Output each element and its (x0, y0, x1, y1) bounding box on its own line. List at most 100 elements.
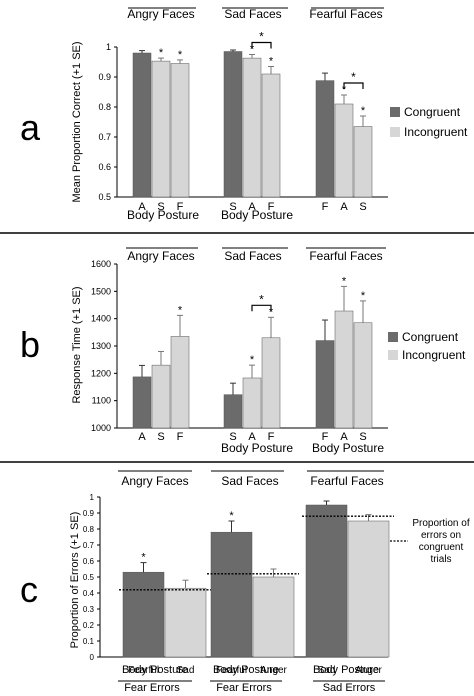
panel-a-xlabel-0: Body Posture (127, 208, 199, 222)
panel-a-title-0-group: Angry Faces (127, 7, 194, 21)
y-tick-label: 0.5 (98, 192, 111, 202)
bar (164, 587, 207, 658)
category-label: F (268, 431, 275, 443)
category-label: A (340, 201, 348, 213)
y-tick-label: 0.8 (83, 525, 95, 534)
category-label: Fearful (216, 665, 247, 676)
panel-c-title-2: Fearful Faces (310, 474, 383, 488)
panel-c-error-label-1: Fear Errors (216, 682, 272, 694)
category-label: Sad (318, 665, 336, 676)
bar (242, 57, 262, 198)
bar (334, 103, 354, 198)
category-label: F (268, 201, 275, 213)
panel-a: a Mean Proportion Correct (+1 SE) Angry … (20, 7, 468, 222)
category-label: A (340, 431, 348, 443)
comparison-asterisk: * (259, 30, 264, 44)
panel-c: c Proportion of Errors (+1 SE) Angry Fac… (20, 474, 470, 694)
category-label: Anger (355, 665, 382, 676)
category-label: Anger (260, 665, 287, 676)
y-tick-label: 0.7 (98, 132, 111, 142)
panel-b: b Response Time (+1 SE) Angry Faces Sad … (20, 249, 466, 455)
panel-c-ylabel: Proportion of Errors (+1 SE) (69, 512, 81, 649)
significance-asterisk: * (342, 275, 347, 287)
panel-c-title-0: Angry Faces (121, 474, 188, 488)
comparison-bracket (251, 41, 272, 49)
panel-b-title-1: Sad Faces (224, 249, 281, 263)
panel-b-ylabel: Response Time (+1 SE) (71, 286, 83, 403)
bar (151, 364, 171, 429)
y-tick-label: 0.3 (83, 605, 95, 614)
bar (242, 377, 262, 429)
panel-a-ylabel: Mean Proportion Correct (+1 SE) (71, 41, 83, 202)
panel-b-xlabel-1: Body Posture (221, 441, 293, 455)
category-label: Sad (177, 665, 195, 676)
y-tick-label: 0.2 (83, 621, 95, 630)
comparison-asterisk: * (351, 70, 356, 84)
panel-b-legend: Congruent Incongruent (388, 330, 466, 362)
y-tick-label: 0.7 (83, 541, 95, 550)
panel-a-label: a (20, 107, 41, 148)
category-label: F (177, 431, 184, 443)
significance-asterisk: * (250, 354, 255, 366)
y-tick-label: 1500 (91, 286, 111, 296)
significance-asterisk: * (229, 510, 234, 522)
y-tick-label: 0.9 (83, 509, 95, 518)
panel-a-xlabel-1: Body Posture (221, 208, 293, 222)
y-tick-label: 1200 (91, 368, 111, 378)
legend-c-note-line-3: trials (430, 554, 451, 565)
y-tick-label: 0 (90, 653, 95, 662)
significance-asterisk: * (269, 56, 274, 68)
panel-c-xlabel-0: Body Posture (122, 664, 188, 676)
comparison-bracket (251, 304, 272, 312)
y-tick-label: 0.5 (83, 573, 95, 582)
bar (122, 571, 165, 658)
significance-asterisk: * (361, 105, 366, 117)
panel-b-xlabel-2: Body Posture (312, 441, 384, 455)
bar (223, 394, 243, 429)
bar (315, 340, 335, 429)
y-tick-label: 1100 (92, 396, 111, 406)
y-tick-label: 1600 (91, 259, 111, 269)
category-label: S (359, 201, 366, 213)
panel-c-error-label-2: Sad Errors (323, 682, 376, 694)
panel-c-xlabel-1: Body Posture (213, 664, 279, 676)
significance-asterisk: * (178, 304, 183, 316)
bar (334, 310, 354, 429)
significance-asterisk: * (141, 552, 146, 564)
y-tick-label: 0.9 (98, 72, 111, 82)
category-label: A (138, 201, 146, 213)
significance-asterisk: * (269, 306, 274, 318)
legend-a-incongruent-swatch (390, 127, 400, 137)
significance-asterisk: * (178, 49, 183, 61)
legend-b-congruent-swatch (388, 332, 398, 342)
legend-c-note-line-2: congruent (419, 542, 464, 553)
bar (151, 60, 171, 198)
chart-marks: 0.5 0.6 0.7 0.8 0.9 1 A * S * F S * A * F * F * A * S * 1000 110… (83, 7, 394, 682)
bar (252, 576, 295, 658)
panel-b-title-2: Fearful Faces (309, 249, 382, 263)
bar (132, 52, 152, 198)
bar (315, 80, 335, 198)
category-label: A (248, 431, 256, 443)
bar (170, 336, 190, 429)
y-tick-label: 1 (106, 42, 111, 52)
panel-c-title-1: Sad Faces (221, 474, 278, 488)
significance-asterisk: * (250, 44, 255, 56)
bar (223, 51, 243, 198)
panel-a-title-2: Fearful Faces (309, 7, 382, 21)
comparison-bracket (343, 82, 364, 89)
panel-c-label: c (20, 569, 38, 610)
comparison-asterisk: * (259, 292, 264, 306)
legend-a-congruent-swatch (390, 107, 400, 117)
legend-a-incongruent-label: Incongruent (404, 125, 468, 139)
category-label: F (322, 431, 329, 443)
y-tick-label: 1400 (91, 314, 111, 324)
bar (347, 520, 390, 658)
category-label: Fearful (128, 665, 159, 676)
category-label: S (359, 431, 366, 443)
panel-a-title-0: Angry Faces (127, 7, 194, 21)
panel-c-error-label-0: Fear Errors (124, 682, 180, 694)
bar (170, 63, 190, 198)
category-label: F (177, 201, 184, 213)
legend-c-note-line-0: Proportion of (412, 518, 469, 529)
